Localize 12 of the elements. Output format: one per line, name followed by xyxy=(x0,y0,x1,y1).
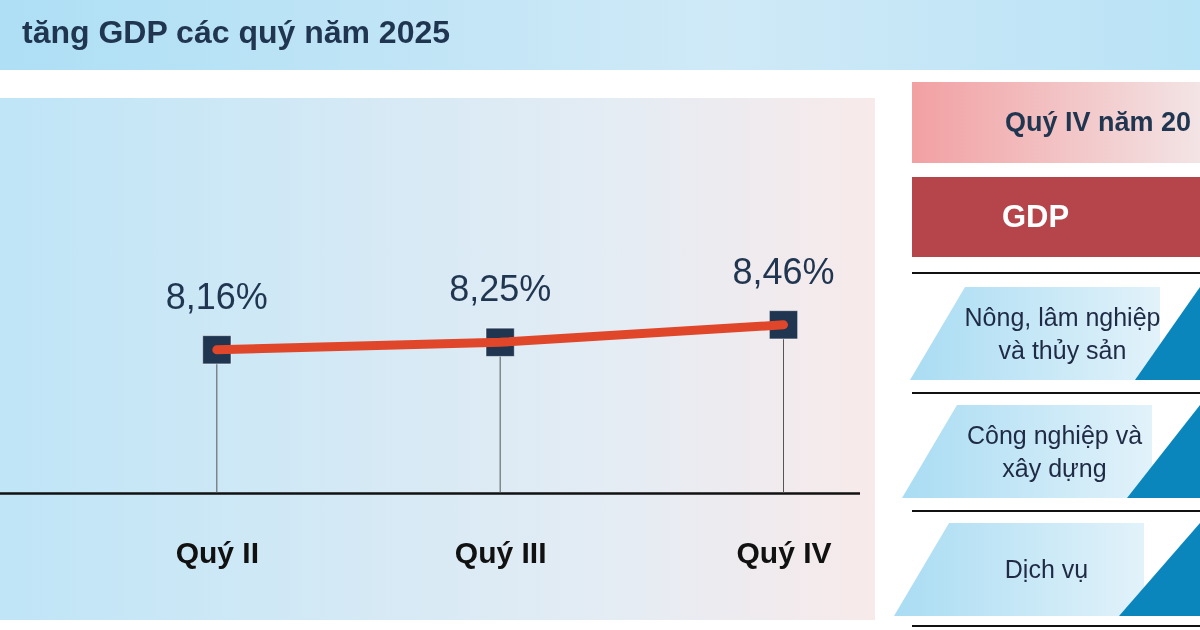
data-label: 8,16% xyxy=(165,275,268,317)
data-label: 8,46% xyxy=(732,250,835,292)
x-tick-label: Quý IV xyxy=(736,535,832,569)
text: GDP xyxy=(912,177,1200,257)
data-label: 8,25% xyxy=(449,268,552,310)
x-tick-label: Quý II xyxy=(175,535,260,569)
chart-title: tăng GDP các quý năm 2025 xyxy=(22,14,451,51)
text: Nông, lâm nghiệp và thủy sản xyxy=(963,302,1162,366)
text: Công nghiệp và xây dựng xyxy=(965,420,1144,484)
text: Quý IV năm 20 xyxy=(912,82,1200,163)
x-tick-label: Quý III xyxy=(454,535,547,569)
text: Dịch vụ xyxy=(1003,554,1090,586)
